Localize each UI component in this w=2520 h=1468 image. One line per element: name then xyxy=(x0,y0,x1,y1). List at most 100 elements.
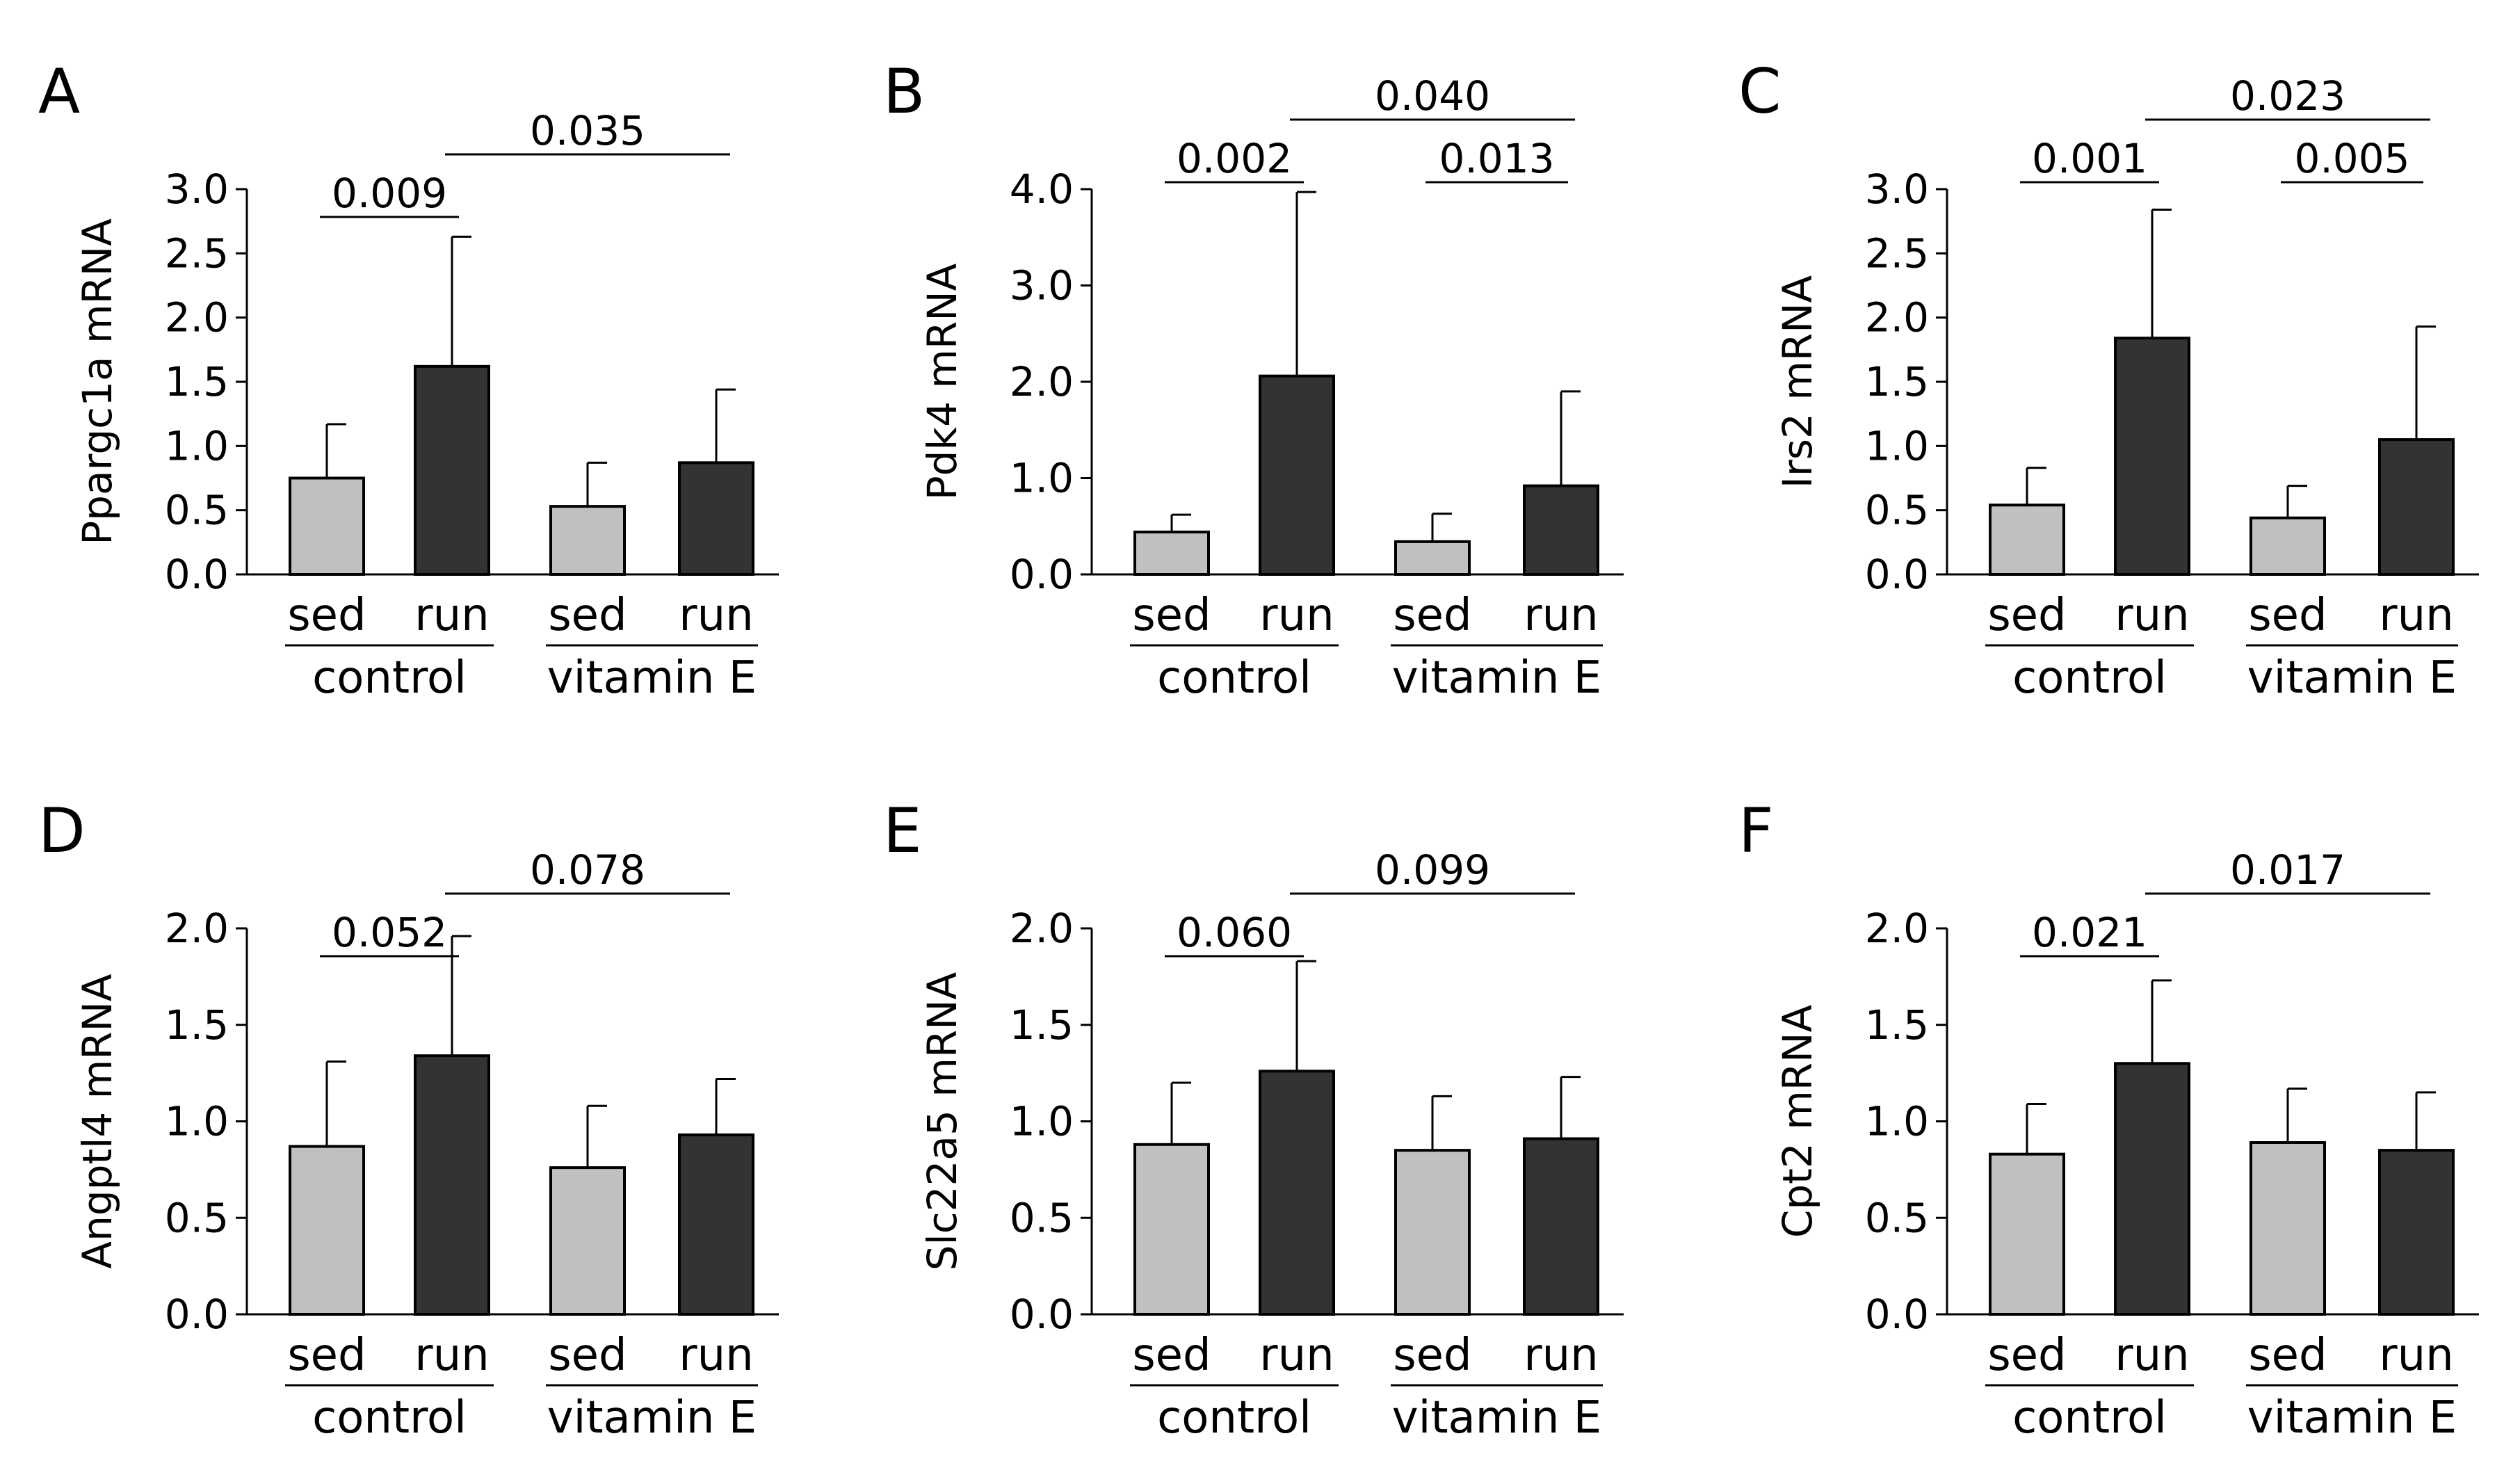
x-category-label: run xyxy=(1524,1330,1598,1381)
x-category-label: run xyxy=(2115,590,2189,641)
bar-sed-control xyxy=(1989,1152,2065,1316)
bar-sed-control xyxy=(1133,531,1210,576)
y-tick-label: 1.5 xyxy=(1865,1001,1929,1049)
group-label-vitamin-e: vitamin E xyxy=(1392,652,1601,704)
x-category-label: run xyxy=(1259,590,1334,641)
bar-sed-control xyxy=(1989,503,2065,576)
bar-run-vitamin-e xyxy=(678,461,754,576)
y-axis-label: Pdk4 mRNA xyxy=(919,263,966,500)
y-tick-label: 1.0 xyxy=(165,1098,229,1145)
p-value-label: 0.040 xyxy=(1375,72,1490,120)
y-tick-label: 2.0 xyxy=(1010,358,1074,405)
x-category-label: run xyxy=(2379,590,2453,641)
y-tick-label: 0.5 xyxy=(1010,1194,1074,1241)
panel-letter: B xyxy=(883,56,925,127)
y-tick-label: 2.0 xyxy=(1010,905,1074,952)
x-category-label: sed xyxy=(1393,1330,1471,1381)
bar-run-vitamin-e xyxy=(678,1133,754,1316)
p-value-label: 0.009 xyxy=(332,170,447,217)
bar-run-control xyxy=(414,1054,490,1316)
p-value-label: 0.052 xyxy=(332,909,447,956)
bar-run-vitamin-e xyxy=(1523,1137,1599,1316)
bar-sed-vitamin-e xyxy=(1394,1149,1471,1316)
x-category-label: sed xyxy=(2248,1330,2327,1381)
x-category-label: sed xyxy=(287,590,366,641)
p-value-label: 0.021 xyxy=(2032,909,2147,956)
bar-sed-control xyxy=(289,476,365,576)
y-tick-label: 1.0 xyxy=(1865,422,1929,469)
y-tick-label: 3.0 xyxy=(165,166,229,213)
y-tick-label: 2.0 xyxy=(165,294,229,341)
bar-sed-vitamin-e xyxy=(2250,516,2326,576)
y-tick-label: 1.0 xyxy=(1010,455,1074,502)
y-axis-label: Slc22a5 mRNA xyxy=(919,972,966,1271)
bar-sed-vitamin-e xyxy=(549,1166,626,1316)
y-axis-label: Irs2 mRNA xyxy=(1774,275,1821,488)
group-label-control: control xyxy=(1157,652,1311,704)
x-category-label: run xyxy=(1524,590,1598,641)
p-value-label: 0.005 xyxy=(2294,135,2409,182)
bar-run-control xyxy=(414,364,490,576)
y-tick-label: 1.5 xyxy=(165,358,229,405)
y-tick-label: 0.5 xyxy=(165,487,229,534)
y-tick-label: 3.0 xyxy=(1865,166,1929,213)
p-value-label: 0.013 xyxy=(1439,135,1554,182)
p-value-label: 0.099 xyxy=(1375,846,1490,894)
p-value-label: 0.078 xyxy=(530,846,645,894)
x-category-label: run xyxy=(2379,1330,2453,1381)
x-category-label: sed xyxy=(548,1330,627,1381)
y-tick-label: 2.5 xyxy=(165,229,229,277)
y-tick-label: 0.5 xyxy=(1865,487,1929,534)
group-label-control: control xyxy=(312,1392,467,1444)
y-tick-label: 2.0 xyxy=(1865,905,1929,952)
y-tick-label: 0.0 xyxy=(165,1291,229,1338)
x-category-label: sed xyxy=(1987,1330,2066,1381)
y-tick-label: 1.0 xyxy=(1010,1098,1074,1145)
y-tick-label: 3.0 xyxy=(1010,262,1074,309)
bar-sed-vitamin-e xyxy=(549,505,626,576)
y-axis-label: Angptl4 mRNA xyxy=(74,974,121,1268)
x-category-label: sed xyxy=(548,590,627,641)
y-tick-label: 1.5 xyxy=(165,1001,229,1049)
y-tick-label: 1.5 xyxy=(1010,1001,1074,1049)
bar-run-control xyxy=(1259,1070,1335,1316)
group-label-vitamin-e: vitamin E xyxy=(2247,1392,2457,1444)
y-tick-label: 2.5 xyxy=(1865,229,1929,277)
panel-letter: D xyxy=(38,795,86,866)
x-category-label: run xyxy=(2115,1330,2189,1381)
y-axis-label: Ppargc1a mRNA xyxy=(74,218,121,545)
y-tick-label: 0.0 xyxy=(165,551,229,598)
p-value-label: 0.017 xyxy=(2230,846,2345,894)
p-value-label: 0.002 xyxy=(1177,135,1292,182)
x-category-label: run xyxy=(679,1330,753,1381)
bar-run-vitamin-e xyxy=(2378,438,2455,576)
x-category-label: sed xyxy=(1132,1330,1211,1381)
p-value-label: 0.060 xyxy=(1177,909,1292,956)
y-tick-label: 0.0 xyxy=(1010,1291,1074,1338)
x-category-label: sed xyxy=(1393,590,1471,641)
group-label-vitamin-e: vitamin E xyxy=(547,1392,757,1444)
x-category-label: sed xyxy=(1132,590,1211,641)
group-label-control: control xyxy=(312,652,467,704)
x-category-label: sed xyxy=(1987,590,2066,641)
bar-run-vitamin-e xyxy=(1523,484,1599,576)
bar-run-control xyxy=(2114,337,2190,576)
p-value-label: 0.035 xyxy=(530,107,645,154)
y-tick-label: 1.5 xyxy=(1865,358,1929,405)
group-label-control: control xyxy=(2012,1392,2167,1444)
y-tick-label: 1.0 xyxy=(1865,1098,1929,1145)
y-tick-label: 2.0 xyxy=(1865,294,1929,341)
panel-letter: A xyxy=(38,56,80,127)
group-label-vitamin-e: vitamin E xyxy=(1392,1392,1601,1444)
x-category-label: sed xyxy=(2248,590,2327,641)
bar-sed-vitamin-e xyxy=(1394,540,1471,576)
x-category-label: sed xyxy=(287,1330,366,1381)
x-category-label: run xyxy=(679,590,753,641)
p-value-label: 0.001 xyxy=(2032,135,2147,182)
